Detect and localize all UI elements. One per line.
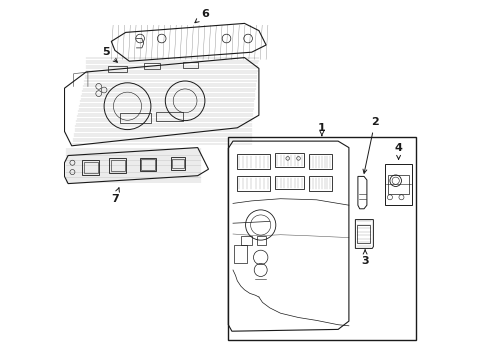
Bar — [83, 162, 98, 173]
Bar — [237, 176, 269, 191]
Text: 6: 6 — [195, 9, 208, 23]
Bar — [156, 112, 183, 121]
Text: 7: 7 — [111, 188, 119, 204]
Bar — [228, 137, 415, 340]
Bar — [143, 63, 160, 69]
Bar — [110, 160, 124, 171]
Bar — [170, 157, 185, 170]
Bar — [82, 160, 99, 175]
Bar — [183, 62, 197, 68]
Bar — [234, 245, 246, 263]
Bar — [275, 176, 303, 189]
Bar — [120, 113, 151, 123]
Text: 1: 1 — [317, 123, 325, 136]
Text: 2: 2 — [362, 117, 378, 173]
Bar — [308, 176, 331, 191]
Bar — [171, 159, 183, 168]
Bar — [237, 154, 269, 169]
Bar — [241, 236, 251, 245]
Text: 5: 5 — [102, 47, 117, 62]
Bar — [356, 225, 370, 243]
Text: 3: 3 — [361, 250, 368, 266]
Bar — [109, 158, 125, 173]
Bar — [308, 154, 331, 169]
Bar — [141, 159, 155, 170]
Bar — [140, 158, 156, 171]
Bar — [257, 236, 265, 245]
Text: 4: 4 — [394, 143, 402, 159]
Bar — [107, 66, 127, 72]
Bar — [387, 175, 408, 194]
Bar — [275, 153, 303, 167]
